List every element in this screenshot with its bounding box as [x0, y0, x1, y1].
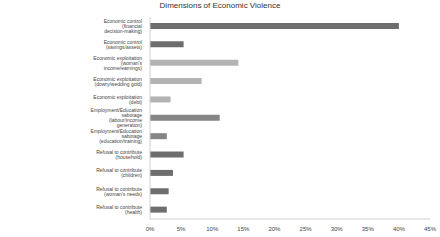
svg-text:20%: 20%	[268, 226, 281, 232]
svg-text:15%: 15%	[237, 226, 250, 232]
svg-text:45%: 45%	[424, 226, 432, 232]
svg-text:Economic exploitation(debt): Economic exploitation(debt)	[93, 94, 142, 105]
svg-text:5%: 5%	[177, 226, 186, 232]
svg-text:40%: 40%	[393, 226, 406, 232]
svg-text:Employment/Educationsabotage(l: Employment/Educationsabotage(labour/inco…	[91, 107, 143, 128]
svg-text:Refusal to contribute(health): Refusal to contribute(health)	[96, 204, 142, 215]
html-text:Dimensions of Economic Violenc: Dimensions of Economic Violence	[159, 1, 281, 10]
svg-text:Refusal to contribute(children: Refusal to contribute(children)	[96, 167, 142, 178]
svg-text:30%: 30%	[331, 226, 344, 232]
svg-text:25%: 25%	[300, 226, 313, 232]
svg-text:Employment/Educationsabotage(e: Employment/Educationsabotage(education/t…	[91, 128, 143, 144]
svg-text:Refusal to contribute(woman's: Refusal to contribute(woman's needs)	[96, 186, 142, 197]
svg-text:10%: 10%	[206, 226, 219, 232]
svg-text:Refusal to contribute(househol: Refusal to contribute(household)	[96, 149, 142, 160]
svg-text:Economic control(savings/asset: Economic control(savings/assets)	[104, 39, 143, 50]
svg-text:Economic control(financialdeci: Economic control(financialdecision-makin…	[104, 18, 143, 34]
svg-text:0%: 0%	[146, 226, 155, 232]
svg-text:Economic exploitation(dowry/we: Economic exploitation(dowry/wedding gold…	[93, 76, 142, 87]
svg-text:35%: 35%	[362, 226, 375, 232]
svg-text:Economic exploitation(woman'si: Economic exploitation(woman'sincome/earn…	[93, 55, 142, 71]
